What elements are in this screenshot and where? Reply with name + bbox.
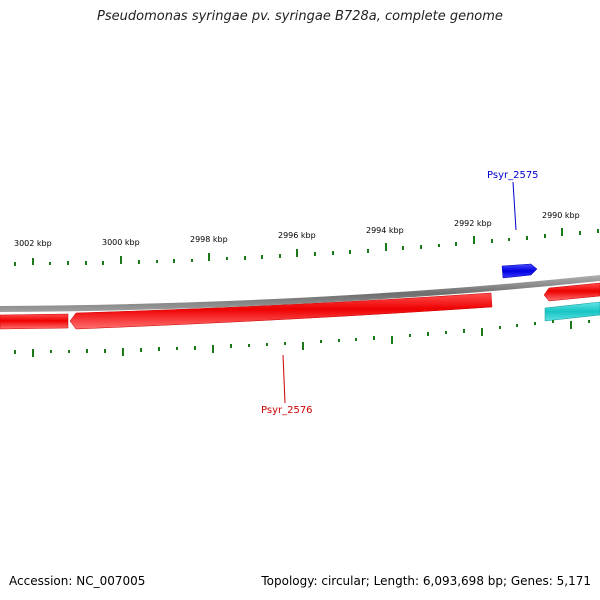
psyr-2576-leader-line	[282, 354, 286, 404]
gene-left-red-arrow[interactable]	[0, 313, 69, 330]
gene-right-cyan-bar[interactable]	[544, 301, 600, 322]
genome-backbone	[0, 275, 600, 312]
accession-text: Accession: NC_007005	[9, 574, 146, 588]
gene-label-psyr-2576[interactable]: Psyr_2576	[261, 405, 313, 416]
lower-ruler-ticks	[14, 320, 590, 357]
ruler-labels: 3002 kbp 3000 kbp 2998 kbp 2996 kbp 2994…	[14, 211, 580, 248]
ruler-label: 2998 kbp	[190, 235, 228, 244]
ruler-label: 3002 kbp	[14, 239, 52, 248]
gene-label-psyr-2575[interactable]: Psyr_2575	[487, 170, 539, 181]
upper-ruler-ticks	[14, 228, 599, 266]
gene-psyr-2575-arrow[interactable]	[501, 263, 538, 279]
gene-psyr-2576-arrow[interactable]	[69, 292, 493, 330]
genome-title: Pseudomonas syringae pv. syringae B728a,…	[97, 9, 503, 24]
ruler-label: 2996 kbp	[278, 231, 316, 240]
gene-right-red-arrow[interactable]	[543, 282, 600, 302]
ruler-label: 3000 kbp	[102, 238, 140, 247]
ruler-label: 2992 kbp	[454, 219, 492, 228]
genome-summary-text: Topology: circular; Length: 6,093,698 bp…	[261, 574, 591, 588]
psyr-2575-leader-line	[512, 181, 517, 231]
ruler-label: 2990 kbp	[542, 211, 580, 220]
ruler-label: 2994 kbp	[366, 226, 404, 235]
